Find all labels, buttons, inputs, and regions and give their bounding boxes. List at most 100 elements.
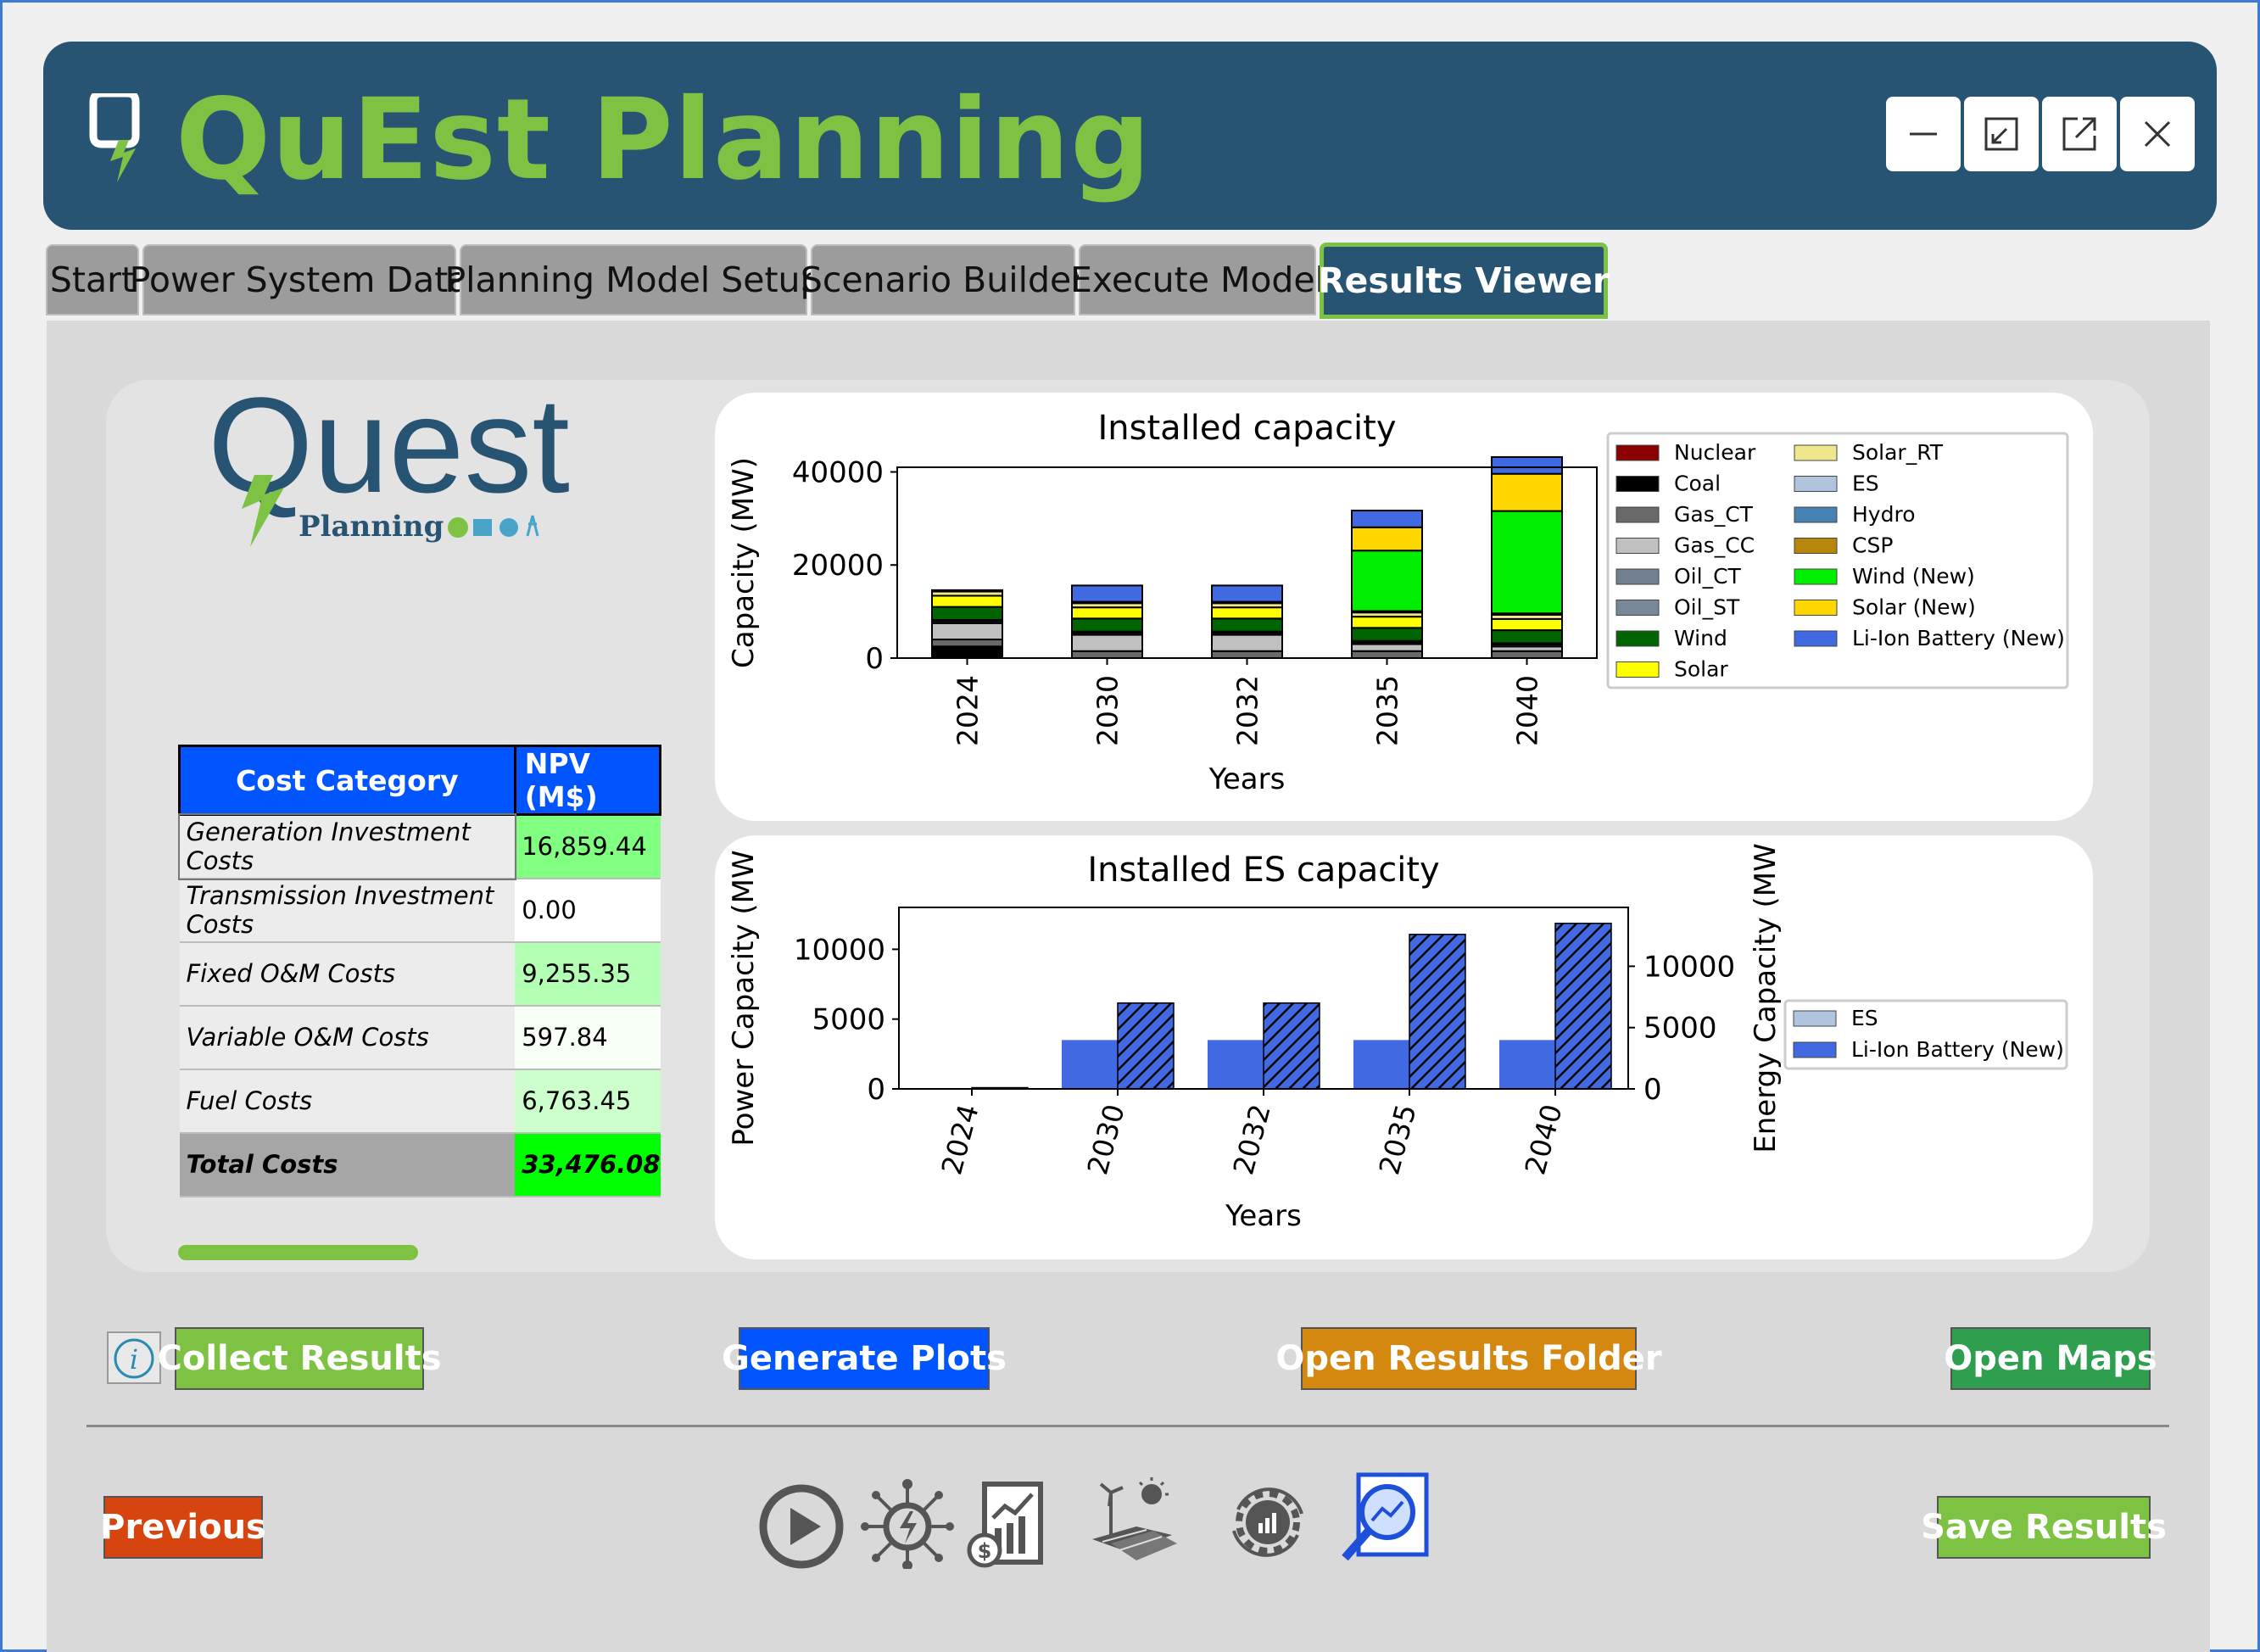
- legend-swatch: [1794, 476, 1838, 492]
- bar-segment: [931, 622, 1003, 641]
- installed-es-capacity-chart: Installed ES capacity 2024 2030 2032 2035 204…: [727, 843, 2068, 1233]
- legend-swatch: [1615, 630, 1660, 647]
- info-icon: i: [114, 1338, 154, 1379]
- bar-segment: [1071, 650, 1143, 659]
- minimize-icon: [1910, 132, 1937, 136]
- legend-swatch: [1615, 568, 1660, 585]
- energy-bar: [1554, 923, 1612, 1090]
- cost-category-cell[interactable]: Fuel Costs: [179, 1069, 516, 1134]
- bar-segment: [931, 589, 1003, 592]
- legend-box: [1606, 432, 2069, 689]
- close-icon: [2144, 120, 2171, 148]
- legend-label: CSP: [1852, 533, 1893, 558]
- legend-label: Solar: [1674, 657, 1728, 682]
- tab-results-viewer[interactable]: Results Viewer: [1318, 243, 1610, 319]
- tab-scenario-builder[interactable]: Scenario Builder: [801, 244, 1085, 315]
- close-button[interactable]: [2120, 97, 2195, 171]
- legend-swatch: [1615, 661, 1660, 678]
- cost-npv-cell[interactable]: 0.00: [515, 878, 661, 943]
- generate-plots-button[interactable]: Generate Plots: [722, 1327, 1007, 1390]
- y-tick-label-left: 10000: [794, 933, 885, 967]
- quest-planning-logo: Quest Planning: [208, 382, 570, 547]
- installed-capacity-chart: Installed capacity 2024 2030 2032 2035 2040 0 2…: [727, 409, 2069, 796]
- x-tick-label: 2035: [1372, 1101, 1422, 1178]
- play-icon[interactable]: [755, 1476, 848, 1569]
- energy-bar: [1263, 1002, 1320, 1090]
- legend-swatch: [1794, 568, 1838, 585]
- legend-swatch: [1794, 630, 1838, 647]
- cost-npv-cell[interactable]: 6,763.45: [515, 1069, 661, 1134]
- bar-segment: [1351, 510, 1423, 528]
- y-tick-label-right: 0: [1643, 1073, 1662, 1107]
- results-search-icon[interactable]: [1338, 1471, 1431, 1565]
- cost-table: Cost Category NPV (M$) Generation Invest…: [177, 745, 662, 1197]
- financial-report-icon[interactable]: $: [961, 1476, 1054, 1569]
- collect-results-button[interactable]: Collect Results: [158, 1327, 442, 1390]
- bar-segment: [931, 594, 1003, 608]
- bar-segment: [1211, 633, 1283, 652]
- legend-label: Wind: [1674, 626, 1727, 650]
- cost-npv-cell[interactable]: 9,255.35: [515, 941, 661, 1007]
- cost-category-cell[interactable]: Generation Investment Costs: [177, 812, 517, 880]
- y-tick-label-right: 5000: [1643, 1012, 1717, 1046]
- minimize-button[interactable]: [1886, 97, 1961, 171]
- legend-label: Wind (New): [1852, 564, 1975, 589]
- popout-button[interactable]: [2042, 97, 2117, 171]
- total-npv-cell: 33,476.08: [515, 1132, 661, 1197]
- open-results-folder-button[interactable]: Open Results Folder: [1275, 1327, 1662, 1390]
- bar-segment: [1491, 472, 1563, 512]
- legend-label: Nuclear: [1674, 440, 1756, 465]
- restore-button[interactable]: [1964, 97, 2039, 171]
- cost-npv-cell[interactable]: 597.84: [515, 1005, 661, 1070]
- x-tick-label: 2024: [935, 1101, 985, 1178]
- cost-npv-cell[interactable]: 16,859.44: [515, 814, 661, 879]
- cost-row[interactable]: Fixed O&M Costs 9,255.35: [179, 941, 661, 1007]
- settings-cycle-icon[interactable]: [1221, 1476, 1314, 1569]
- legend-label: Li-Ion Battery (New): [1852, 626, 2065, 650]
- bar-segment: [1351, 550, 1423, 612]
- tab-start[interactable]: Start: [46, 244, 139, 315]
- x-tick-label: 2030: [1080, 1101, 1130, 1178]
- app-logo-icon: [89, 93, 140, 182]
- bar-segment: [1211, 617, 1283, 633]
- legend-label: Coal: [1674, 472, 1721, 496]
- cost-row[interactable]: Transmission Investment Costs 0.00: [179, 878, 661, 943]
- legend-label: Oil_ST: [1674, 595, 1740, 620]
- info-button[interactable]: i: [107, 1331, 161, 1384]
- open-maps-button[interactable]: Open Maps: [1944, 1327, 2157, 1390]
- cost-category-cell[interactable]: Transmission Investment Costs: [179, 878, 516, 943]
- restore-icon: [1984, 117, 2018, 151]
- save-results-button[interactable]: Save Results: [1921, 1496, 2167, 1559]
- cost-category-cell[interactable]: Fixed O&M Costs: [179, 941, 516, 1007]
- chart-title: Installed capacity: [1098, 409, 1397, 448]
- y-axis-label: Capacity (MW): [727, 457, 761, 668]
- bar-segment: [1491, 510, 1563, 615]
- y-tick-label: 40000: [792, 455, 884, 489]
- renewable-energy-icon[interactable]: [1085, 1476, 1179, 1569]
- x-axis-label: Years: [1225, 1199, 1302, 1233]
- tab-execute-model[interactable]: Execute Model: [1070, 244, 1325, 315]
- legend-label: ES: [1852, 472, 1879, 496]
- cost-category-cell[interactable]: Variable O&M Costs: [179, 1005, 516, 1070]
- bar-segment: [1211, 606, 1283, 620]
- bar-segment: [1211, 650, 1283, 659]
- power-bar: [1208, 1040, 1264, 1089]
- cost-row[interactable]: Generation Investment Costs 16,859.44: [177, 812, 661, 880]
- tab-planning-model-setup[interactable]: Planning Model Setup: [444, 244, 823, 315]
- npv-header: NPV (M$): [513, 745, 662, 816]
- legend-label: Gas_CT: [1674, 502, 1754, 527]
- installed-capacity-card: Installed capacity 2024 2030 2032 2035 2040 0 2…: [715, 393, 2093, 821]
- bar-segment: [1491, 629, 1563, 645]
- tab-power-system-data[interactable]: Power System Data: [130, 244, 469, 315]
- x-tick-label: 2032: [1231, 675, 1264, 746]
- table-scrollbar[interactable]: [178, 1245, 418, 1260]
- cost-row[interactable]: Fuel Costs 6,763.45: [179, 1069, 661, 1134]
- bar-segment: [1491, 617, 1563, 632]
- popout-icon: [2062, 117, 2096, 151]
- legend-label: Solar (New): [1852, 595, 1976, 620]
- cost-row[interactable]: Variable O&M Costs 597.84: [179, 1005, 661, 1070]
- bar-segment: [1351, 643, 1423, 652]
- power-network-icon[interactable]: [861, 1476, 954, 1569]
- legend-swatch: [1615, 506, 1660, 523]
- previous-button[interactable]: Previous: [100, 1496, 266, 1559]
